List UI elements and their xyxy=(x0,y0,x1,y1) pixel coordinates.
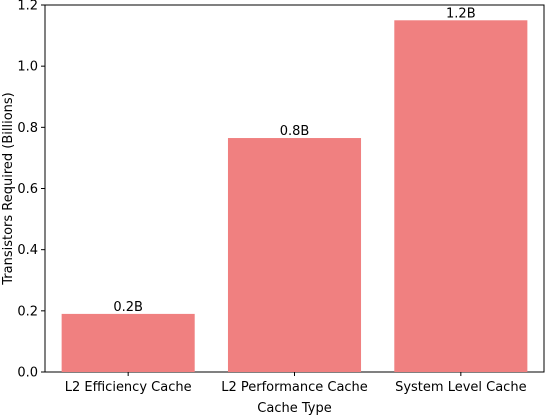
y-tick-label-5: 1.0 xyxy=(17,60,38,75)
y-tick-label-0: 0.0 xyxy=(17,366,38,381)
x-tick-label-0: L2 Efficiency Cache xyxy=(65,380,192,395)
y-axis-label: Transistors Required (Billions) xyxy=(1,92,16,286)
bar-1 xyxy=(227,138,362,372)
x-tick-label-1: L2 Performance Cache xyxy=(221,380,368,395)
bars xyxy=(61,20,528,373)
x-axis-label: Cache Type xyxy=(257,401,331,415)
y-axis: 0.0 0.2 0.4 0.6 0.8 1.0 1.2 xyxy=(17,0,45,381)
data-label-0: 0.2B xyxy=(113,300,143,315)
bar-2 xyxy=(394,20,528,373)
y-tick-label-1: 0.2 xyxy=(17,304,38,319)
data-label-2: 1.2B xyxy=(446,6,476,21)
y-tick-label-4: 0.8 xyxy=(17,121,38,136)
y-tick-label-2: 0.4 xyxy=(17,243,38,258)
bar-0 xyxy=(61,313,195,372)
x-tick-label-2: System Level Cache xyxy=(395,380,527,395)
data-labels: 0.2B 0.8B 1.2B xyxy=(113,6,475,315)
x-axis: L2 Efficiency Cache L2 Performance Cache S… xyxy=(65,372,527,395)
y-tick-label-3: 0.6 xyxy=(17,182,38,197)
y-tick-label-6: 1.2 xyxy=(17,0,38,14)
data-label-1: 0.8B xyxy=(280,124,310,139)
